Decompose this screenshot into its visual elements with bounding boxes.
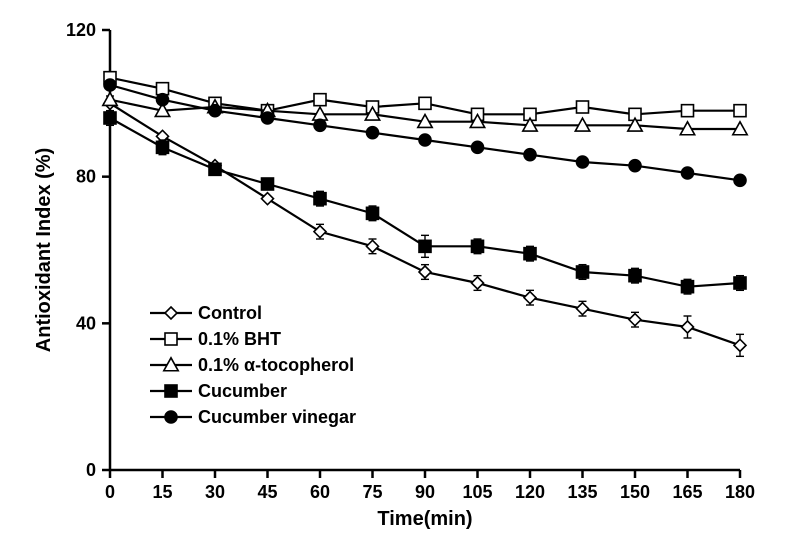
legend-label-tocopherol: 0.1% α-tocopherol (198, 355, 354, 375)
svg-text:75: 75 (362, 482, 382, 502)
x-axis-label: Time(min) (377, 508, 472, 530)
svg-text:90: 90 (415, 482, 435, 502)
svg-text:0: 0 (86, 460, 96, 480)
svg-text:120: 120 (515, 482, 545, 502)
svg-text:165: 165 (672, 482, 702, 502)
chart-container: 0 40 80 120 0 15 30 45 60 75 90 105 120 135 150 165 180 A… (0, 0, 791, 542)
svg-text:180: 180 (725, 482, 755, 502)
y-axis-label: Antioxidant Index (%) (33, 148, 55, 352)
legend-label-vinegar: Cucumber vinegar (198, 407, 356, 427)
svg-text:120: 120 (66, 20, 96, 40)
legend-label-cucumber: Cucumber (198, 381, 287, 401)
svg-text:135: 135 (567, 482, 597, 502)
svg-text:45: 45 (257, 482, 277, 502)
svg-text:80: 80 (76, 167, 96, 187)
svg-text:15: 15 (152, 482, 172, 502)
svg-text:40: 40 (76, 313, 96, 333)
legend-label-control: Control (198, 303, 262, 323)
svg-text:30: 30 (205, 482, 225, 502)
svg-text:0: 0 (105, 482, 115, 502)
svg-text:150: 150 (620, 482, 650, 502)
svg-text:60: 60 (310, 482, 330, 502)
legend-label-bht: 0.1% BHT (198, 329, 281, 349)
line-chart: 0 40 80 120 0 15 30 45 60 75 90 105 120 135 150 165 180 A… (0, 0, 791, 542)
svg-text:105: 105 (462, 482, 492, 502)
